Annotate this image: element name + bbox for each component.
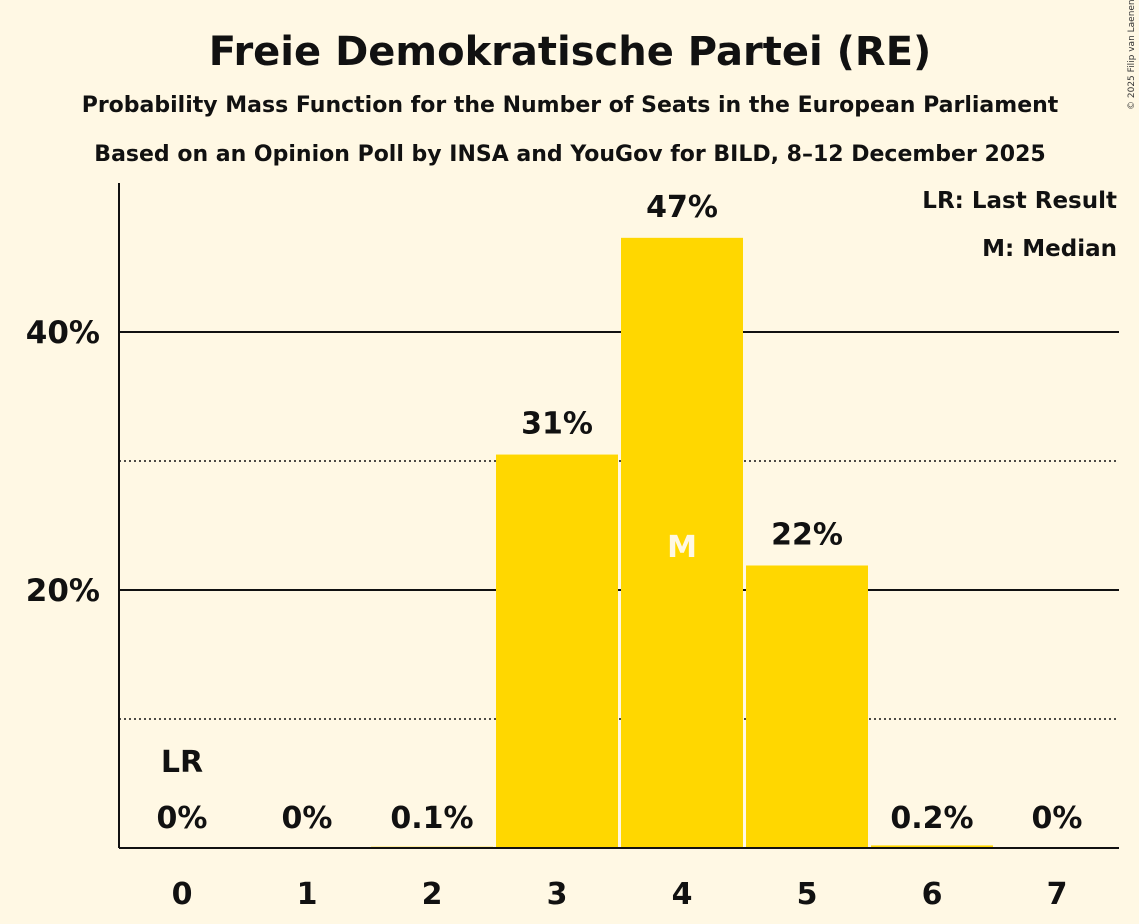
bars [371,237,993,848]
bar-value-label: 47% [646,190,718,225]
chart-source: Based on an Opinion Poll by INSA and You… [94,142,1045,167]
y-tick-label: 40% [26,315,100,351]
y-tick-label: 20% [26,573,100,609]
chart-title: Freie Demokratische Partei (RE) [209,29,932,75]
copyright: © 2025 Filip van Laenen [1127,0,1137,110]
x-tick-label: 2 [422,877,443,912]
bar-value-label: 0% [157,801,208,836]
bar-value-label: 22% [771,517,843,552]
x-tick-label: 7 [1047,877,1068,912]
x-tick-label: 1 [297,877,318,912]
bar-value-label: 0% [282,801,333,836]
last-result-marker: LR [161,745,203,780]
bar-seats-4 [621,237,743,848]
bar-seats-3 [496,454,618,848]
x-tick-label: 0 [172,877,193,912]
x-tick-label: 5 [797,877,818,912]
legend-median: M: Median [982,236,1117,262]
x-tick-label: 4 [672,877,693,912]
gridlines: 20% 40% [26,315,1119,720]
bar-value-label: 0.2% [890,801,973,836]
chart-subtitle: Probability Mass Function for the Number… [82,93,1059,118]
bar-seats-6 [871,845,993,848]
overlays: 0% 0 0% 1 0.1% 2 31% 3 47% 4 22% 5 0.2% 6 0% 7 LR M [157,190,1083,912]
median-marker: M [667,530,697,565]
x-tick-label: 3 [547,877,568,912]
legend: LR: Last Result M: Median [922,188,1117,262]
bar-value-label: 31% [521,407,593,442]
bar-value-label: 0.1% [390,801,473,836]
bar-seats-5 [746,565,868,848]
x-tick-label: 6 [922,877,943,912]
bar-value-label: 0% [1032,801,1083,836]
legend-last-result: LR: Last Result [922,188,1117,214]
